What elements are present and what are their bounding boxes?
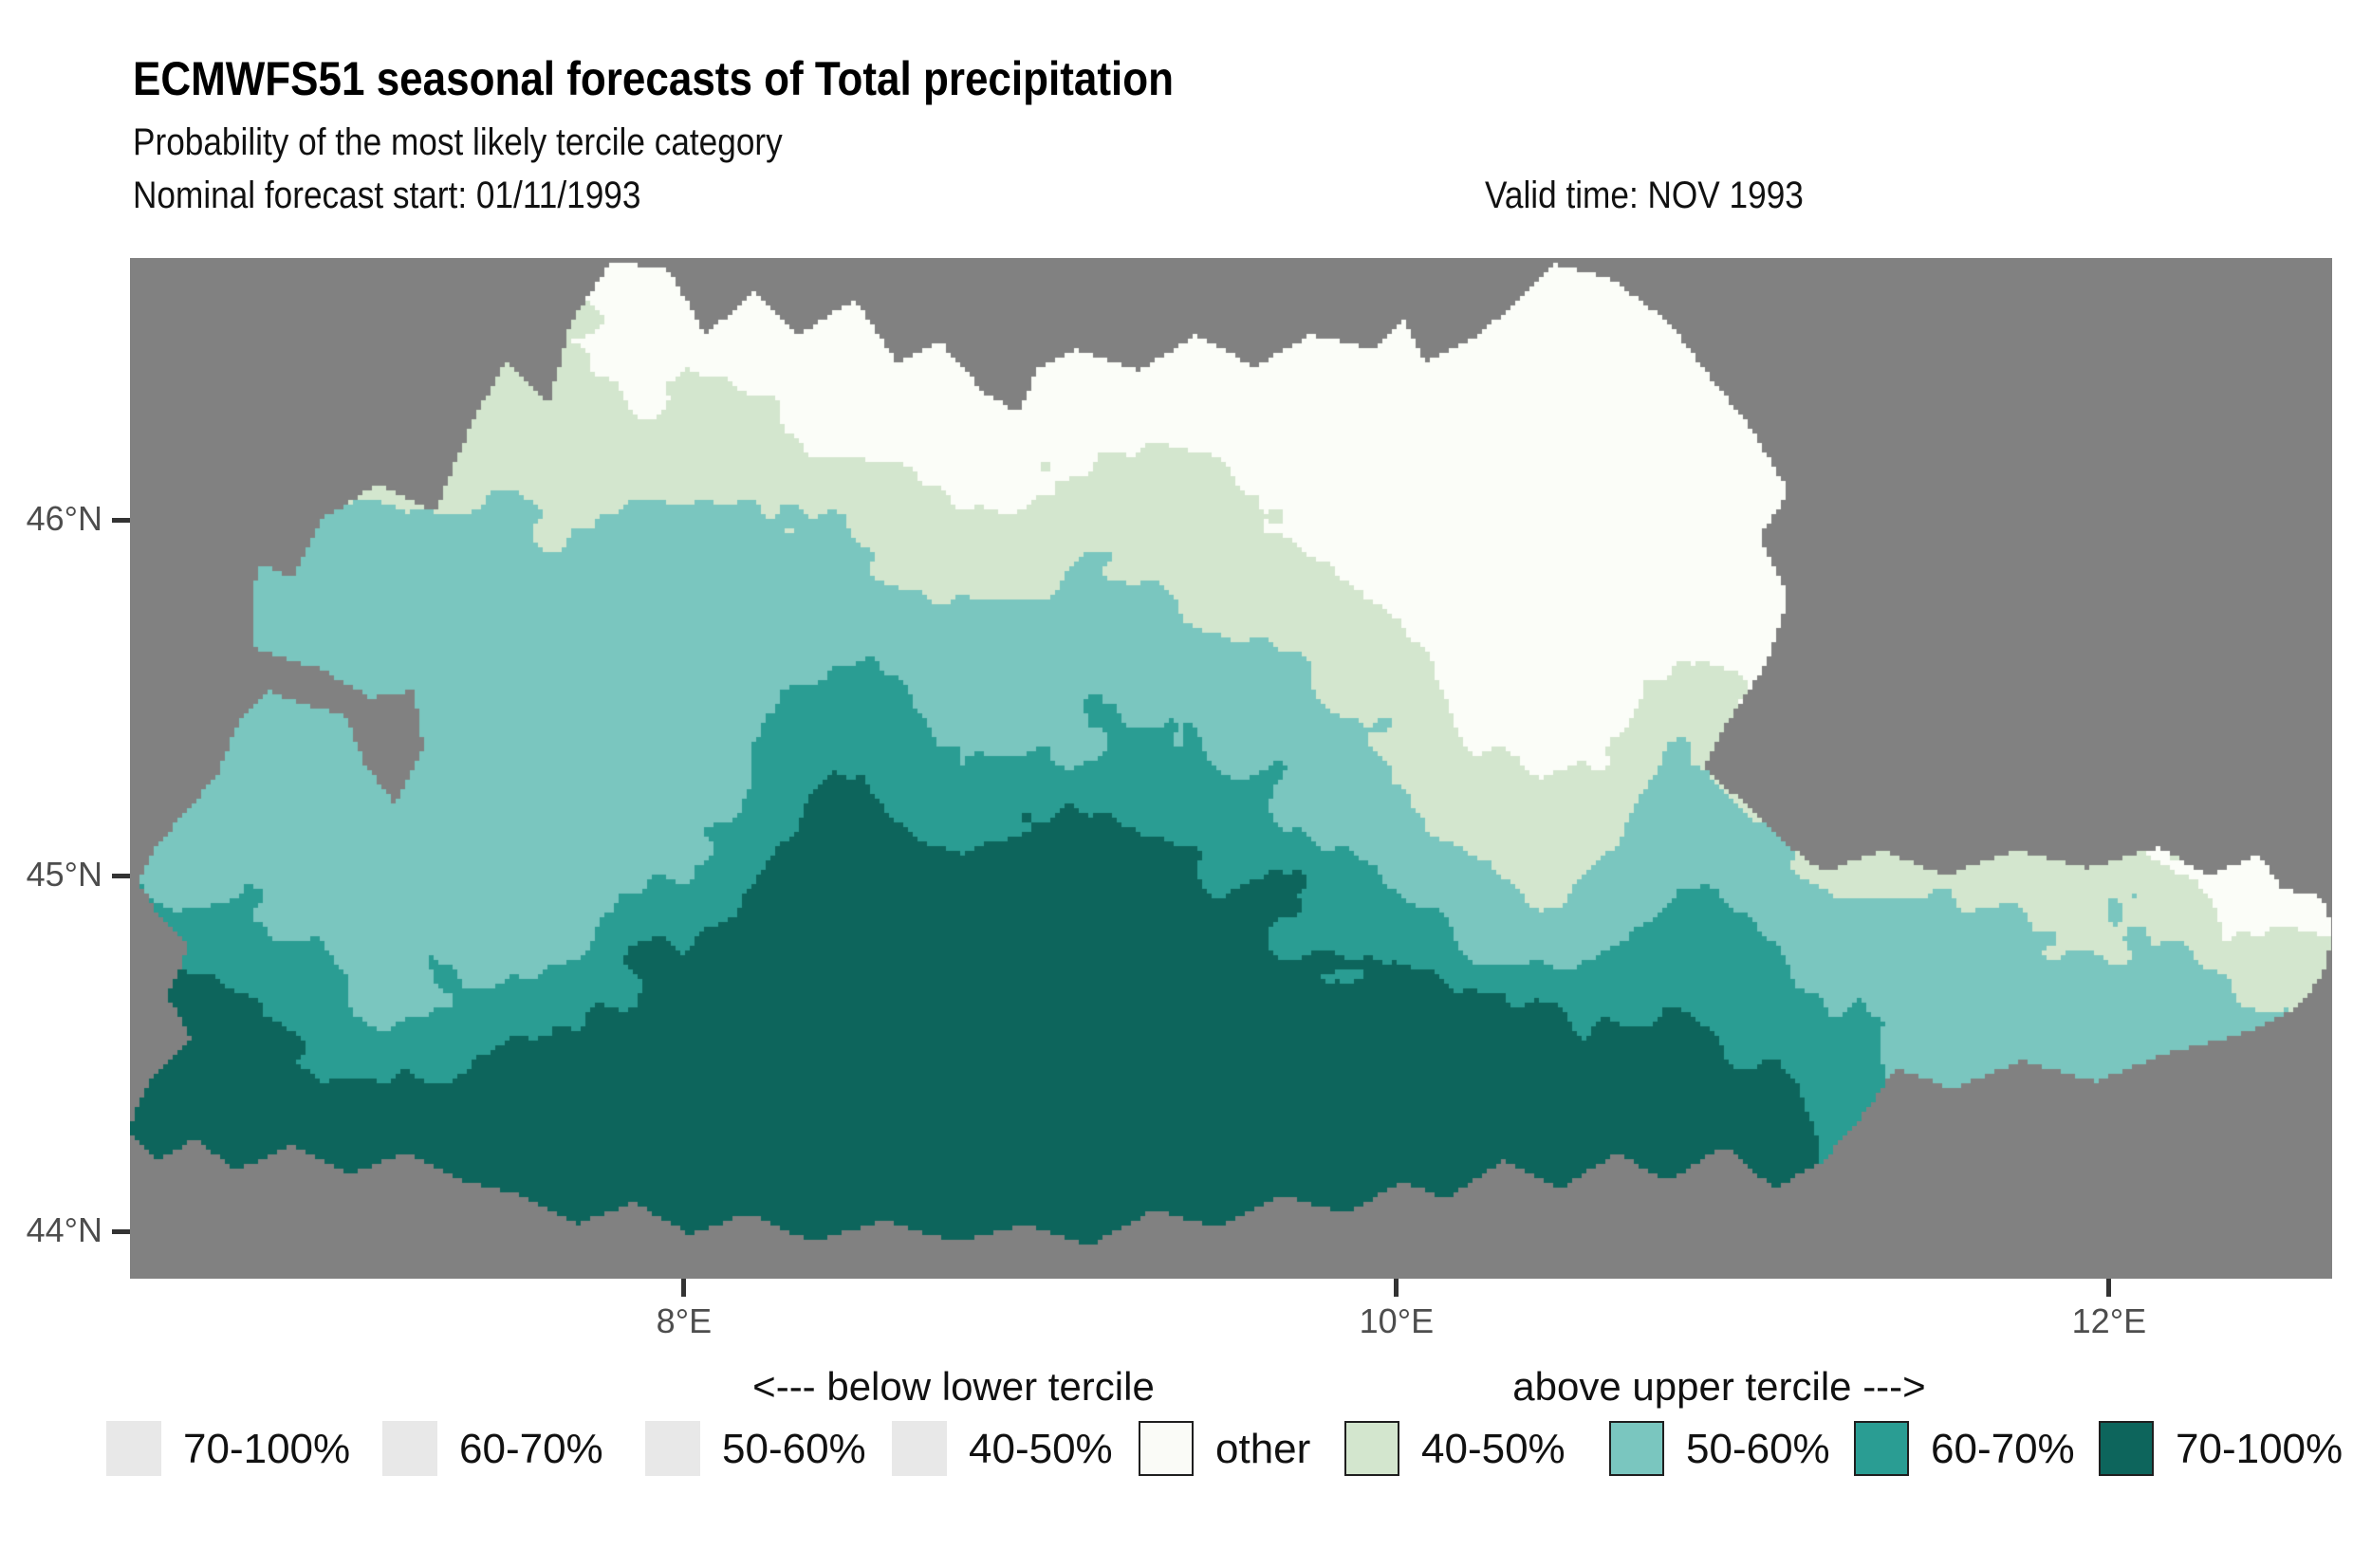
y-axis-tick-label: 45°N	[26, 855, 102, 894]
y-axis-tick-label: 44°N	[26, 1210, 102, 1249]
legend-below-caption: <--- below lower tercile	[752, 1364, 1155, 1409]
legend-key-below	[892, 1421, 947, 1476]
legend-key-below	[106, 1421, 161, 1476]
y-axis-tick-mark	[112, 873, 130, 878]
legend-label: 40-50%	[969, 1426, 1113, 1472]
legend-label: other	[1215, 1426, 1311, 1472]
forecast-start-label: Nominal forecast start: 01/11/1993	[133, 175, 641, 216]
legend-label: 70-100%	[2176, 1426, 2344, 1472]
valid-time-label: Valid time: NOV 1993	[1485, 175, 1804, 216]
legend-key-above	[2099, 1421, 2154, 1476]
legend-label: 70-100%	[183, 1426, 351, 1472]
map-plot-area	[130, 258, 2332, 1279]
legend-key-above	[1854, 1421, 1909, 1476]
forecast-map-canvas	[130, 258, 2332, 1279]
legend-label: 60-70%	[459, 1426, 603, 1472]
y-axis-tick-label: 46°N	[26, 499, 102, 538]
x-axis-tick-label: 8°E	[656, 1301, 713, 1340]
x-axis-tick-label: 12°E	[2071, 1301, 2147, 1340]
legend-key-other	[1139, 1421, 1194, 1476]
legend-above-caption: above upper tercile --->	[1512, 1364, 1926, 1409]
legend-key-above	[1344, 1421, 1399, 1476]
legend-label: 50-60%	[722, 1426, 866, 1472]
legend-key-above	[1609, 1421, 1664, 1476]
legend-key-below	[645, 1421, 700, 1476]
x-axis-tick-mark	[1394, 1279, 1399, 1297]
x-axis-tick-mark	[681, 1279, 687, 1297]
legend-key-below	[382, 1421, 437, 1476]
x-axis-tick-label: 10°E	[1359, 1301, 1435, 1340]
y-axis-tick-mark	[112, 1228, 130, 1234]
y-axis-tick-mark	[112, 517, 130, 523]
x-axis-tick-mark	[2106, 1279, 2112, 1297]
subtitle: Probability of the most likely tercile c…	[133, 121, 783, 163]
legend-label: 40-50%	[1421, 1426, 1566, 1472]
legend-label: 60-70%	[1931, 1426, 2075, 1472]
page-title: ECMWFS51 seasonal forecasts of Total pre…	[133, 52, 1174, 105]
legend-label: 50-60%	[1686, 1426, 1830, 1472]
